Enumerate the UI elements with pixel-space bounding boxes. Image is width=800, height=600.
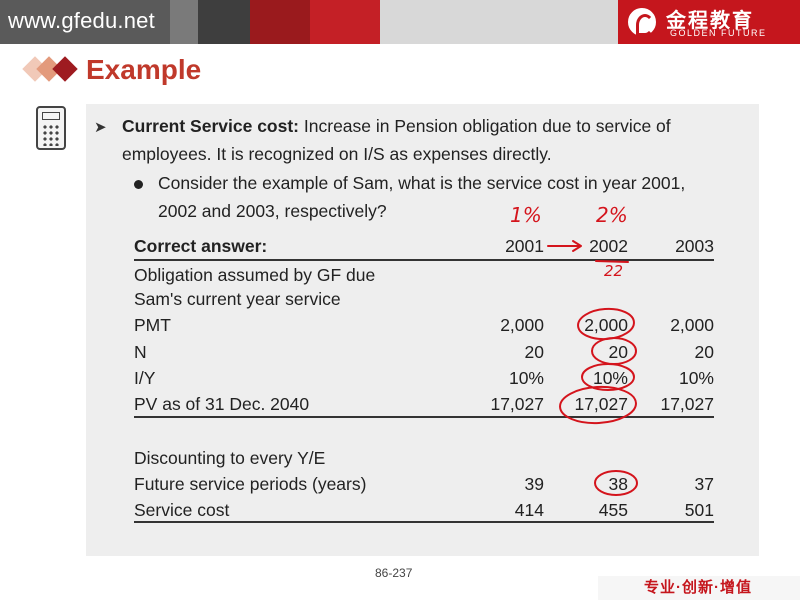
banner-segment	[380, 0, 618, 44]
heading-line-1: Current Service cost: Increase in Pensio…	[122, 116, 671, 137]
cell-value: 414	[514, 500, 544, 520]
page-number: 86-237	[375, 566, 413, 580]
year-2003: 2003	[675, 236, 714, 256]
cell-value: 20	[524, 342, 544, 362]
question-line-2: 2002 and 2003, respectively?	[158, 201, 387, 221]
row-label: PV as of 31 Dec. 2040	[134, 394, 310, 414]
bullet-icon	[134, 180, 143, 189]
row-label: I/Y	[134, 368, 156, 388]
row-label: N	[134, 342, 147, 362]
content-panel	[86, 104, 759, 556]
year-2002: 2002	[589, 236, 628, 256]
cell-value: 37	[694, 474, 714, 494]
cell-value: 17,027	[490, 394, 544, 414]
header-banner: www.gfedu.net 金程教育 GOLDEN FUTURE	[0, 0, 800, 44]
logo-cn: 金程教育	[666, 10, 754, 32]
footer-band	[598, 576, 800, 600]
heading-term: Current Service cost:	[122, 116, 300, 136]
page-title: Example	[86, 54, 202, 85]
banner-segment	[0, 0, 170, 44]
brand-logo: 金程教育 GOLDEN FUTURE	[618, 6, 798, 42]
footer-slogan: 专业·创新·增值	[644, 579, 752, 596]
service-cost-rule	[134, 521, 714, 523]
site-url: www.gfedu.net	[8, 8, 155, 33]
banner-segment	[310, 0, 380, 44]
year-2001: 2001	[505, 236, 544, 256]
row-label: Future service periods (years)	[134, 474, 367, 494]
header-rule	[134, 259, 714, 261]
cell-value: 17,027	[574, 394, 628, 414]
calculator-icon	[36, 106, 66, 150]
cell-value: 10%	[592, 368, 628, 388]
section1-line1: Obligation assumed by GF due	[134, 265, 376, 285]
cell-value: 17,027	[660, 394, 714, 414]
question-line-1: Consider the example of Sam, what is the…	[158, 173, 686, 193]
title-diamonds-icon	[22, 56, 82, 84]
cell-value: 39	[524, 474, 544, 494]
row-label: PMT	[134, 315, 171, 335]
cell-value: 501	[684, 500, 714, 520]
logo-en: GOLDEN FUTURE	[670, 28, 767, 38]
pv-rule	[134, 416, 714, 418]
table-header-label: Correct answer:	[134, 236, 268, 256]
cell-value: 38	[608, 474, 628, 494]
heading-line-2: employees. It is recognized on I/S as ex…	[122, 144, 552, 164]
cell-value: 2,000	[500, 315, 544, 335]
cell-value: 2,000	[670, 315, 714, 335]
cell-value: 10%	[508, 368, 544, 388]
section2-line1: Discounting to every Y/E	[134, 448, 326, 468]
banner-segment	[170, 0, 198, 44]
cell-value: 2,000	[584, 315, 628, 335]
heading-definition: Increase in Pension obligation due to se…	[303, 116, 671, 136]
arrow-bullet-icon: ➤	[94, 119, 107, 136]
banner-segment	[250, 0, 310, 44]
cell-value: 20	[694, 342, 714, 362]
cell-value: 10%	[678, 368, 714, 388]
logo-icon	[626, 6, 658, 38]
cell-value: 20	[608, 342, 628, 362]
cell-value: 455	[598, 500, 628, 520]
section1-line2: Sam's current year service	[134, 289, 341, 309]
row-label: Service cost	[134, 500, 230, 520]
banner-segment	[198, 0, 250, 44]
